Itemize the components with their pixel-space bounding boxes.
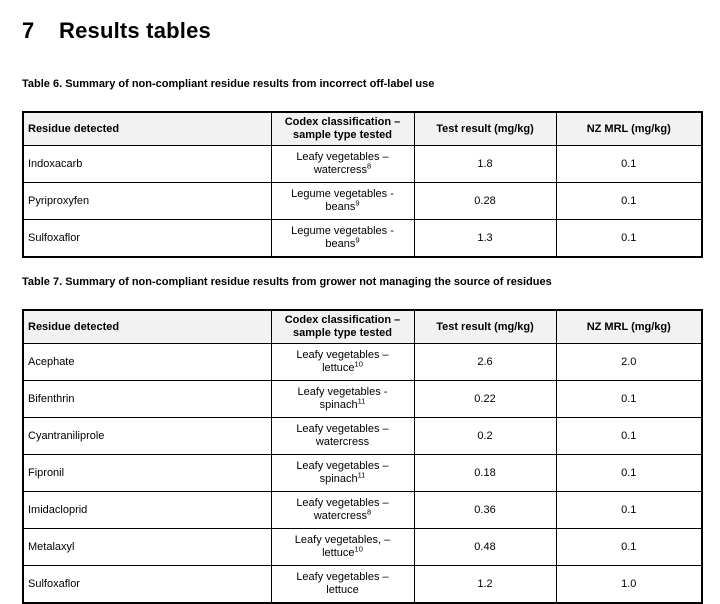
codex-line2: watercress — [313, 510, 367, 522]
test-result-cell: 0.22 — [413, 380, 557, 418]
section-title: Results tables — [59, 18, 211, 43]
codex-cell: Leafy vegetables – lettuce10 — [270, 343, 415, 381]
nz-mrl-cell: 0.1 — [555, 219, 703, 258]
codex-line1: Legume vegetables - — [291, 225, 394, 237]
test-result-cell: 1.8 — [413, 145, 557, 183]
residue-cell: Pyriproxyfen — [22, 182, 272, 220]
table-row: Acephate Leafy vegetables – lettuce10 2.6… — [22, 343, 703, 381]
test-result-cell: 0.36 — [413, 491, 557, 529]
test-result-cell: 2.6 — [413, 343, 557, 381]
residue-cell: Sulfoxaflor — [22, 219, 272, 258]
codex-line1: Leafy vegetables – — [296, 151, 389, 163]
residue-cell: Fipronil — [22, 454, 272, 492]
test-result-cell: 1.2 — [413, 565, 557, 604]
footnote-ref: 8 — [367, 161, 372, 171]
table6-header-row: Residue detected Codex classification – … — [22, 111, 703, 146]
codex-line1: Leafy vegetables – — [296, 571, 389, 583]
codex-cell: Leafy vegetables – watercress8 — [270, 145, 415, 183]
codex-line2: lettuce — [322, 362, 355, 374]
residue-cell: Cyantraniliprole — [22, 417, 272, 455]
codex-cell: Legume vegetables - beans9 — [270, 219, 415, 258]
column-header-residue: Residue detected — [22, 111, 272, 146]
footnote-ref: 9 — [355, 198, 360, 208]
table7-header-row: Residue detected Codex classification – … — [22, 309, 703, 344]
table-row: Sulfoxaflor Leafy vegetables – lettuce 1.… — [22, 565, 703, 604]
table6: Residue detected Codex classification – … — [22, 111, 703, 258]
codex-line2: lettuce — [322, 547, 355, 559]
nz-mrl-cell: 0.1 — [555, 182, 703, 220]
residue-cell: Metalaxyl — [22, 528, 272, 566]
test-result-cell: 1.3 — [413, 219, 557, 258]
codex-line1: Leafy vegetables – — [296, 349, 389, 361]
footnote-ref: 10 — [354, 544, 363, 554]
nz-mrl-cell: 1.0 — [555, 565, 703, 604]
nz-mrl-cell: 2.0 — [555, 343, 703, 381]
residue-cell: Bifenthrin — [22, 380, 272, 418]
footnote-ref: 10 — [354, 359, 363, 369]
footnote-ref: 11 — [357, 470, 366, 480]
section-number: 7 — [22, 18, 35, 43]
table-row: Metalaxyl Leafy vegetables, – lettuce10 0… — [22, 528, 703, 566]
nz-mrl-cell: 0.1 — [555, 417, 703, 455]
table-row: Fipronil Leafy vegetables – spinach11 0.1… — [22, 454, 703, 492]
table-row: Sulfoxaflor Legume vegetables - beans9 1.… — [22, 219, 703, 258]
codex-line1: Legume vegetables - — [291, 188, 394, 200]
column-header-test-result: Test result (mg/kg) — [413, 111, 557, 146]
codex-cell: Leafy vegetables – watercress8 — [270, 491, 415, 529]
test-result-cell: 0.28 — [413, 182, 557, 220]
test-result-cell: 0.2 — [413, 417, 557, 455]
codex-cell: Leafy vegetables – watercress — [270, 417, 415, 455]
table-row: Indoxacarb Leafy vegetables – watercress8… — [22, 145, 703, 183]
column-header-residue: Residue detected — [22, 309, 272, 344]
codex-line2: lettuce — [326, 584, 359, 596]
codex-cell: Leafy vegetables - spinach11 — [270, 380, 415, 418]
codex-line1: Leafy vegetables, – — [294, 534, 391, 546]
column-header-nz-mrl: NZ MRL (mg/kg) — [555, 111, 703, 146]
codex-line2: watercress — [315, 436, 370, 448]
nz-mrl-cell: 0.1 — [555, 454, 703, 492]
codex-cell: Leafy vegetables – spinach11 — [270, 454, 415, 492]
nz-mrl-cell: 0.1 — [555, 145, 703, 183]
codex-cell: Leafy vegetables – lettuce — [270, 565, 415, 604]
footnote-ref: 11 — [357, 396, 366, 406]
codex-cell: Legume vegetables - beans9 — [270, 182, 415, 220]
footnote-ref: 9 — [355, 235, 360, 245]
residue-cell: Imidacloprid — [22, 491, 272, 529]
table7-caption: Table 7. Summary of non-compliant residu… — [22, 276, 552, 288]
column-header-codex: Codex classification – sample type teste… — [270, 309, 415, 344]
table-row: Pyriproxyfen Legume vegetables - beans9 0… — [22, 182, 703, 220]
codex-line1: Leafy vegetables – — [296, 497, 389, 509]
table-row: Imidacloprid Leafy vegetables – watercres… — [22, 491, 703, 529]
column-header-test-result: Test result (mg/kg) — [413, 309, 557, 344]
codex-line2: spinach — [319, 473, 358, 485]
nz-mrl-cell: 0.1 — [555, 380, 703, 418]
residue-cell: Sulfoxaflor — [22, 565, 272, 604]
codex-line2: beans — [325, 238, 356, 250]
table-row: Bifenthrin Leafy vegetables - spinach11 0… — [22, 380, 703, 418]
codex-line1: Leafy vegetables – — [296, 460, 389, 472]
codex-line1: Leafy vegetables - — [297, 386, 388, 398]
test-result-cell: 0.48 — [413, 528, 557, 566]
nz-mrl-cell: 0.1 — [555, 491, 703, 529]
codex-cell: Leafy vegetables, – lettuce10 — [270, 528, 415, 566]
section-heading: 7 Results tables — [22, 18, 701, 44]
table7: Residue detected Codex classification – … — [22, 309, 703, 604]
codex-line1: Leafy vegetables – — [296, 423, 389, 435]
codex-line2: beans — [325, 201, 356, 213]
nz-mrl-cell: 0.1 — [555, 528, 703, 566]
test-result-cell: 0.18 — [413, 454, 557, 492]
column-header-codex: Codex classification – sample type teste… — [270, 111, 415, 146]
table-row: Cyantraniliprole Leafy vegetables – water… — [22, 417, 703, 455]
residue-cell: Acephate — [22, 343, 272, 381]
table6-caption: Table 6. Summary of non-compliant residu… — [22, 78, 435, 90]
footnote-ref: 8 — [367, 507, 372, 517]
column-header-nz-mrl: NZ MRL (mg/kg) — [555, 309, 703, 344]
residue-cell: Indoxacarb — [22, 145, 272, 183]
codex-line2: watercress — [313, 164, 367, 176]
codex-line2: spinach — [319, 399, 358, 411]
